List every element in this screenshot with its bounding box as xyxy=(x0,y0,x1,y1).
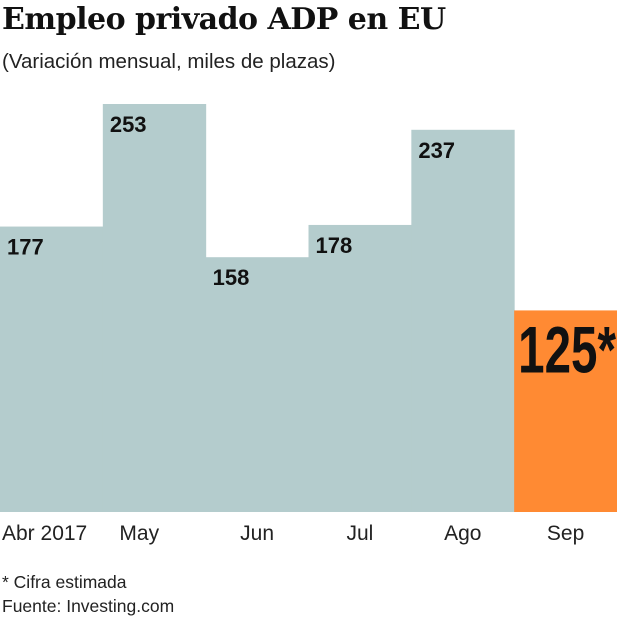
data-label: 158 xyxy=(213,265,250,290)
chart-title: Empleo privado ADP en EU xyxy=(2,2,446,37)
x-tick-label: Jul xyxy=(346,522,373,545)
data-label: 177 xyxy=(7,235,44,260)
x-tick-label: May xyxy=(119,522,159,545)
bar xyxy=(102,104,207,512)
bar xyxy=(205,257,309,512)
x-tick-label: Jun xyxy=(240,522,274,545)
footnote: * Cifra estimada xyxy=(2,572,127,592)
bar xyxy=(308,224,412,513)
bar xyxy=(0,226,104,512)
bar-highlight xyxy=(514,310,617,512)
data-label: 253 xyxy=(110,112,147,137)
x-tick-label: Sep xyxy=(547,522,584,545)
bar-chart: 177 Abr 2017 253 May 158 Jun 178 Jul 237 Ago 125* S… xyxy=(0,104,617,545)
x-tick-label: Ago xyxy=(444,522,481,545)
x-tick-label: Abr 2017 xyxy=(2,522,87,545)
data-label: 178 xyxy=(316,233,353,258)
chart-subtitle: (Variación mensual, miles de plazas) xyxy=(2,50,336,73)
bar xyxy=(411,129,515,512)
data-label: 125* xyxy=(518,314,616,387)
source: Fuente: Investing.com xyxy=(2,596,175,616)
data-label: 237 xyxy=(418,138,455,163)
